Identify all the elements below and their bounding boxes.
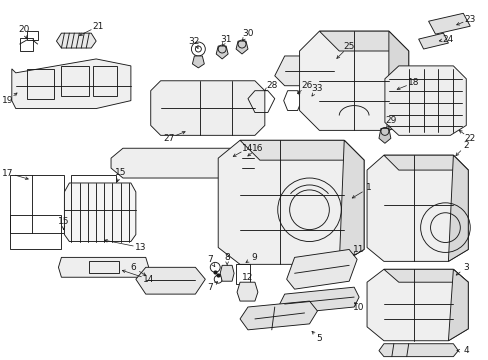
Text: 8: 8 [224,253,229,262]
Text: 7: 7 [207,255,213,264]
Text: 17: 17 [2,168,14,177]
Text: 15: 15 [115,167,126,176]
Text: 22: 22 [464,134,475,143]
Bar [27,31,38,40]
Text: 4: 4 [463,346,468,355]
Text: 2: 2 [463,141,468,150]
Text: 14: 14 [242,144,253,153]
Text: 9: 9 [250,253,256,262]
Polygon shape [59,257,148,277]
Polygon shape [299,31,408,130]
Polygon shape [339,140,364,264]
Polygon shape [447,269,468,341]
Polygon shape [366,269,468,341]
Polygon shape [237,282,257,301]
Text: 1: 1 [366,184,371,193]
Polygon shape [236,41,247,54]
Text: 15: 15 [58,217,69,226]
Polygon shape [192,56,204,68]
Polygon shape [378,129,390,143]
Text: 21: 21 [92,22,103,31]
Polygon shape [274,56,344,86]
Text: 6: 6 [130,263,136,272]
Text: 7: 7 [207,283,213,292]
Polygon shape [240,140,364,160]
Bar [71,175,116,213]
Bar [240,150,253,168]
Polygon shape [319,31,408,51]
Bar [20,38,33,51]
Polygon shape [418,33,447,49]
Polygon shape [64,183,136,242]
Polygon shape [384,66,466,135]
Polygon shape [286,249,356,289]
Text: 27: 27 [163,134,174,143]
Text: 30: 30 [242,29,253,38]
Text: 18: 18 [407,78,419,87]
Polygon shape [383,269,468,282]
Polygon shape [111,148,242,178]
Text: 31: 31 [220,35,231,44]
Text: 24: 24 [442,35,453,44]
Text: 11: 11 [353,245,364,254]
Text: 23: 23 [464,15,475,24]
Text: 13: 13 [135,243,146,252]
Polygon shape [383,155,468,170]
Text: 25: 25 [343,41,354,50]
Polygon shape [279,287,358,314]
Text: 26: 26 [301,81,312,90]
Text: 5: 5 [316,334,322,343]
Polygon shape [378,344,457,357]
Polygon shape [388,31,408,130]
Polygon shape [136,267,205,294]
Text: 32: 32 [188,37,200,46]
Bar [10,215,61,249]
Bar [10,175,64,233]
Text: 10: 10 [353,302,364,311]
Polygon shape [216,46,228,59]
Bar [61,66,89,96]
Bar [27,69,54,99]
Text: 33: 33 [311,84,323,93]
Polygon shape [220,265,234,281]
Polygon shape [427,13,469,34]
Bar [89,261,119,273]
Bar [236,264,249,284]
Text: 29: 29 [385,116,396,125]
Text: 19: 19 [2,96,14,105]
Text: 28: 28 [265,81,277,90]
Polygon shape [12,59,131,109]
Bar [93,66,117,96]
Text: 16: 16 [252,144,263,153]
Text: 3: 3 [463,263,468,272]
Polygon shape [240,301,317,330]
Text: 14: 14 [143,275,154,284]
Text: 12: 12 [242,273,253,282]
Polygon shape [366,155,468,261]
Polygon shape [56,33,96,48]
Polygon shape [447,155,468,261]
Text: 20: 20 [18,25,29,34]
Polygon shape [218,140,364,264]
Polygon shape [150,81,264,135]
